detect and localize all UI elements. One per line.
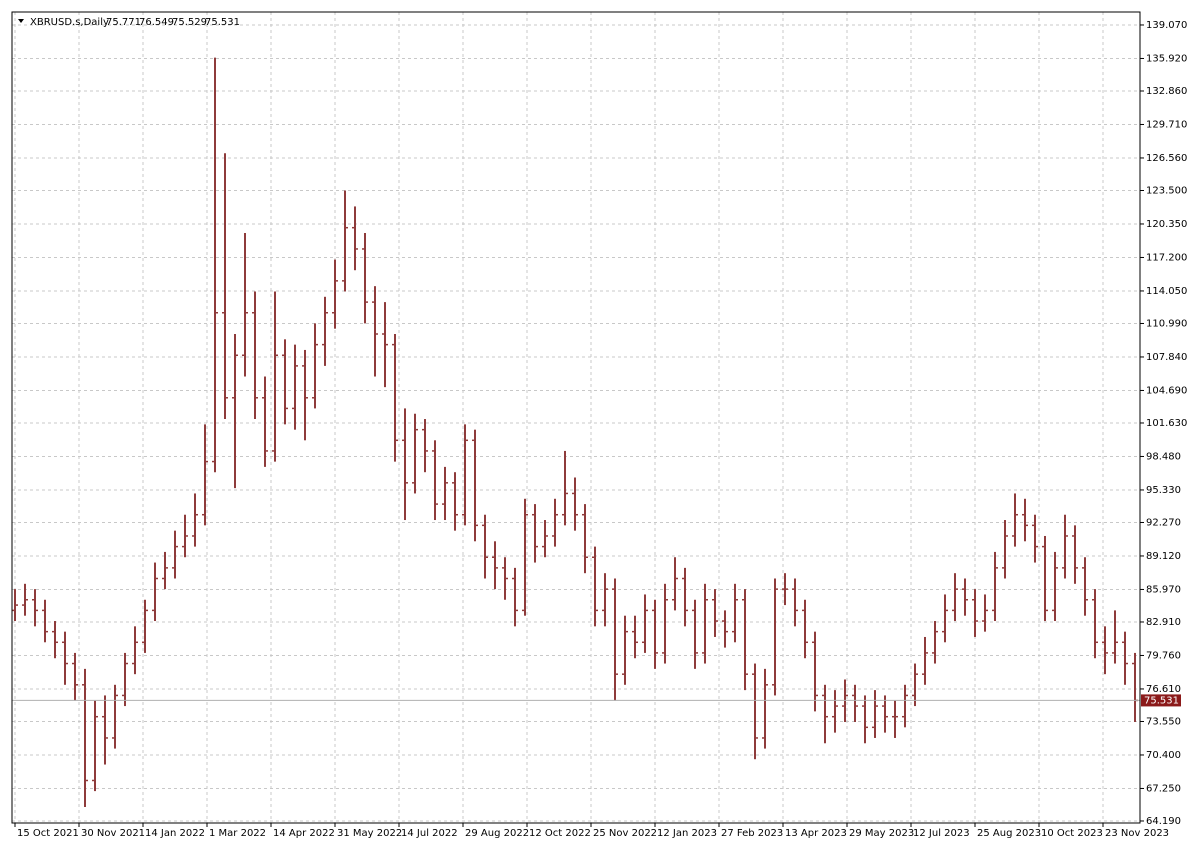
chart-title: XBRUSD.s,Daily — [30, 17, 109, 28]
x-tick-label: 30 Nov 2021 — [81, 828, 145, 839]
last-price-label: 75.531 — [1144, 695, 1179, 706]
y-tick-label: 73.550 — [1146, 716, 1181, 727]
y-tick-label: 89.120 — [1146, 551, 1181, 562]
y-tick-label: 126.560 — [1146, 153, 1187, 164]
x-tick-label: 23 Nov 2023 — [1105, 828, 1169, 839]
y-tick-label: 98.480 — [1146, 451, 1181, 462]
x-tick-label: 14 Jul 2022 — [401, 828, 458, 839]
y-tick-label: 120.350 — [1146, 219, 1187, 230]
plot-frame — [11, 11, 1141, 824]
y-tick-label: 123.500 — [1146, 185, 1187, 196]
x-tick-label: 13 Apr 2023 — [785, 828, 847, 839]
y-tick-label: 85.970 — [1146, 584, 1181, 595]
x-tick-label: 15 Oct 2021 — [17, 828, 79, 839]
bars — [12, 57, 1140, 808]
x-tick-label: 27 Feb 2023 — [721, 828, 783, 839]
x-tick-label: 25 Aug 2023 — [977, 828, 1041, 839]
y-tick-label: 101.630 — [1146, 418, 1187, 429]
y-tick-label: 110.990 — [1146, 318, 1187, 329]
x-tick-label: 14 Jan 2022 — [145, 828, 205, 839]
y-tick-label: 67.250 — [1146, 783, 1181, 794]
header-low: 75.529 — [172, 17, 207, 28]
y-tick-label: 70.400 — [1146, 750, 1181, 761]
y-tick-label: 114.050 — [1146, 286, 1187, 297]
x-tick-label: 31 May 2022 — [337, 828, 402, 839]
y-tick-label: 82.910 — [1146, 617, 1181, 628]
x-tick-label: 14 Apr 2022 — [273, 828, 335, 839]
x-tick-label: 12 Oct 2022 — [529, 828, 591, 839]
y-tick-label: 92.270 — [1146, 517, 1181, 528]
y-tick-label: 129.710 — [1146, 119, 1187, 130]
y-tick-label: 135.920 — [1146, 53, 1187, 64]
header-close: 75.531 — [205, 17, 240, 28]
y-tick-label: 76.610 — [1146, 684, 1181, 695]
grid — [12, 12, 1140, 823]
x-tick-label: 10 Oct 2023 — [1041, 828, 1103, 839]
header-high: 76.549 — [139, 17, 174, 28]
x-tick-label: 12 Jan 2023 — [657, 828, 717, 839]
x-tick-label: 25 Nov 2022 — [593, 828, 657, 839]
header-open: 75.771 — [106, 17, 141, 28]
y-tick-label: 95.330 — [1146, 485, 1181, 496]
y-tick-label: 132.860 — [1146, 86, 1187, 97]
x-tick-label: 29 Aug 2022 — [465, 828, 529, 839]
y-tick-label: 79.760 — [1146, 650, 1181, 661]
y-tick-label: 117.200 — [1146, 252, 1187, 263]
y-tick-label: 139.070 — [1146, 20, 1187, 31]
x-tick-label: 1 Mar 2022 — [209, 828, 266, 839]
menu-triangle[interactable] — [18, 19, 24, 23]
x-tick-label: 12 Jul 2023 — [913, 828, 970, 839]
last-price-box — [1141, 694, 1181, 707]
y-tick-label: 107.840 — [1146, 352, 1187, 363]
y-tick-label: 104.690 — [1146, 385, 1187, 396]
y-tick-label: 64.190 — [1146, 816, 1181, 827]
x-tick-label: 29 May 2023 — [849, 828, 914, 839]
